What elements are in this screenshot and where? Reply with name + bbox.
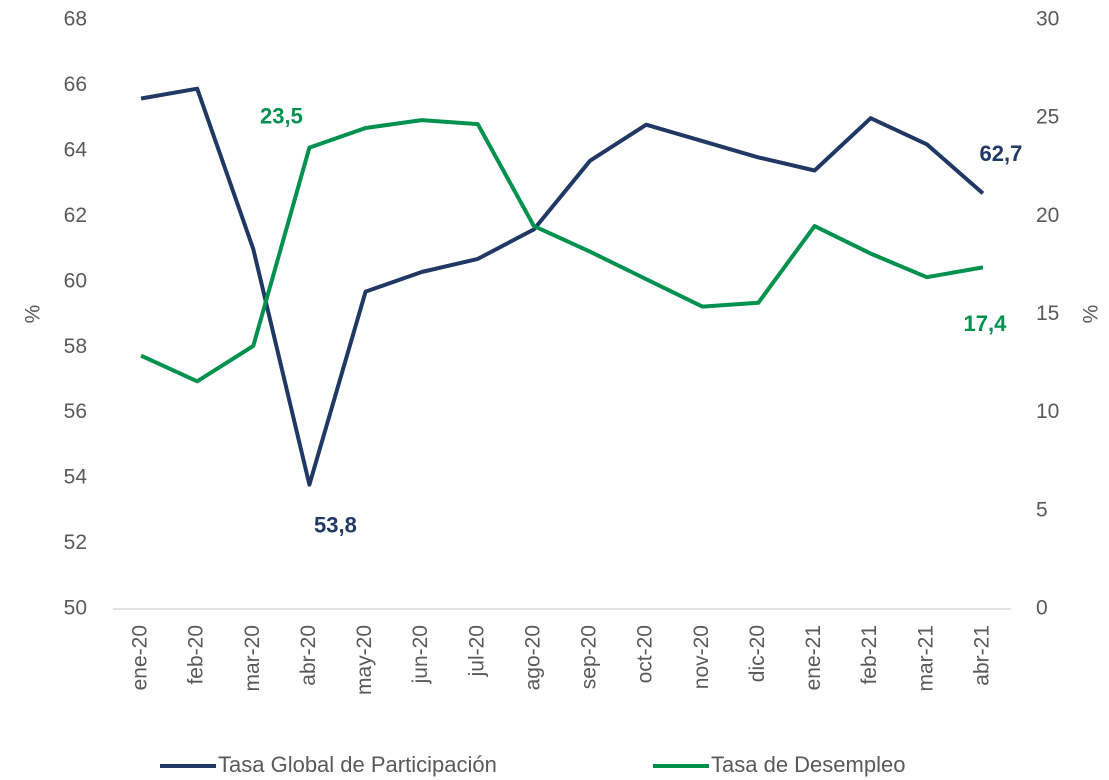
y-tick-label: 50 — [64, 597, 87, 620]
data-label: 53,8 — [314, 512, 357, 537]
x-tick-label: jun-20 — [409, 625, 432, 684]
series-line — [140, 118, 984, 384]
y2-tick-label: 25 — [1036, 106, 1059, 129]
y-tick-label: 54 — [64, 466, 88, 489]
y2-tick-label: 0 — [1036, 597, 1048, 620]
y-tick-label: 52 — [64, 531, 87, 554]
y-tick-label: 66 — [64, 73, 87, 96]
x-tick-label: may-20 — [353, 625, 376, 695]
x-tick-label: feb-20 — [185, 625, 208, 685]
data-label: 17,4 — [964, 311, 1008, 336]
x-tick-label: oct-20 — [634, 625, 657, 683]
y2-tick-label: 20 — [1036, 204, 1059, 227]
y2-tick-label: 15 — [1036, 302, 1059, 325]
legend-label: Tasa Global de Participación — [218, 752, 497, 777]
y-tick-label: 58 — [64, 335, 87, 358]
y2-tick-label: 5 — [1036, 498, 1048, 521]
x-tick-label: abr-21 — [970, 625, 993, 686]
x-tick-label: nov-20 — [690, 625, 713, 689]
x-tick-label: mar-20 — [241, 625, 264, 692]
y-tick-label: 62 — [64, 204, 87, 227]
x-tick-label: ene-21 — [802, 625, 825, 690]
x-tick-label: abr-20 — [297, 625, 320, 686]
data-label: 62,7 — [980, 141, 1023, 166]
y2-tick-label: 10 — [1036, 400, 1059, 423]
x-tick-label: dic-20 — [746, 625, 769, 682]
x-tick-label: ene-20 — [129, 625, 152, 690]
x-tick-label: jul-20 — [465, 625, 488, 677]
y-tick-label: 60 — [64, 269, 87, 292]
y-tick-label: 64 — [64, 138, 88, 161]
y-tick-label: 56 — [64, 400, 87, 423]
legend-label: Tasa de Desempleo — [711, 752, 905, 777]
x-tick-label: ago-20 — [521, 625, 544, 690]
series-line — [140, 86, 985, 487]
y-axis-label: % — [22, 305, 45, 324]
y2-tick-label: 30 — [1036, 8, 1059, 31]
x-tick-label: feb-21 — [858, 625, 881, 685]
x-tick-label: mar-21 — [914, 625, 937, 692]
data-label: 23,5 — [260, 103, 303, 128]
y-tick-label: 68 — [64, 8, 87, 31]
y2-axis-label: % — [1080, 305, 1103, 324]
x-tick-label: sep-20 — [578, 625, 601, 689]
